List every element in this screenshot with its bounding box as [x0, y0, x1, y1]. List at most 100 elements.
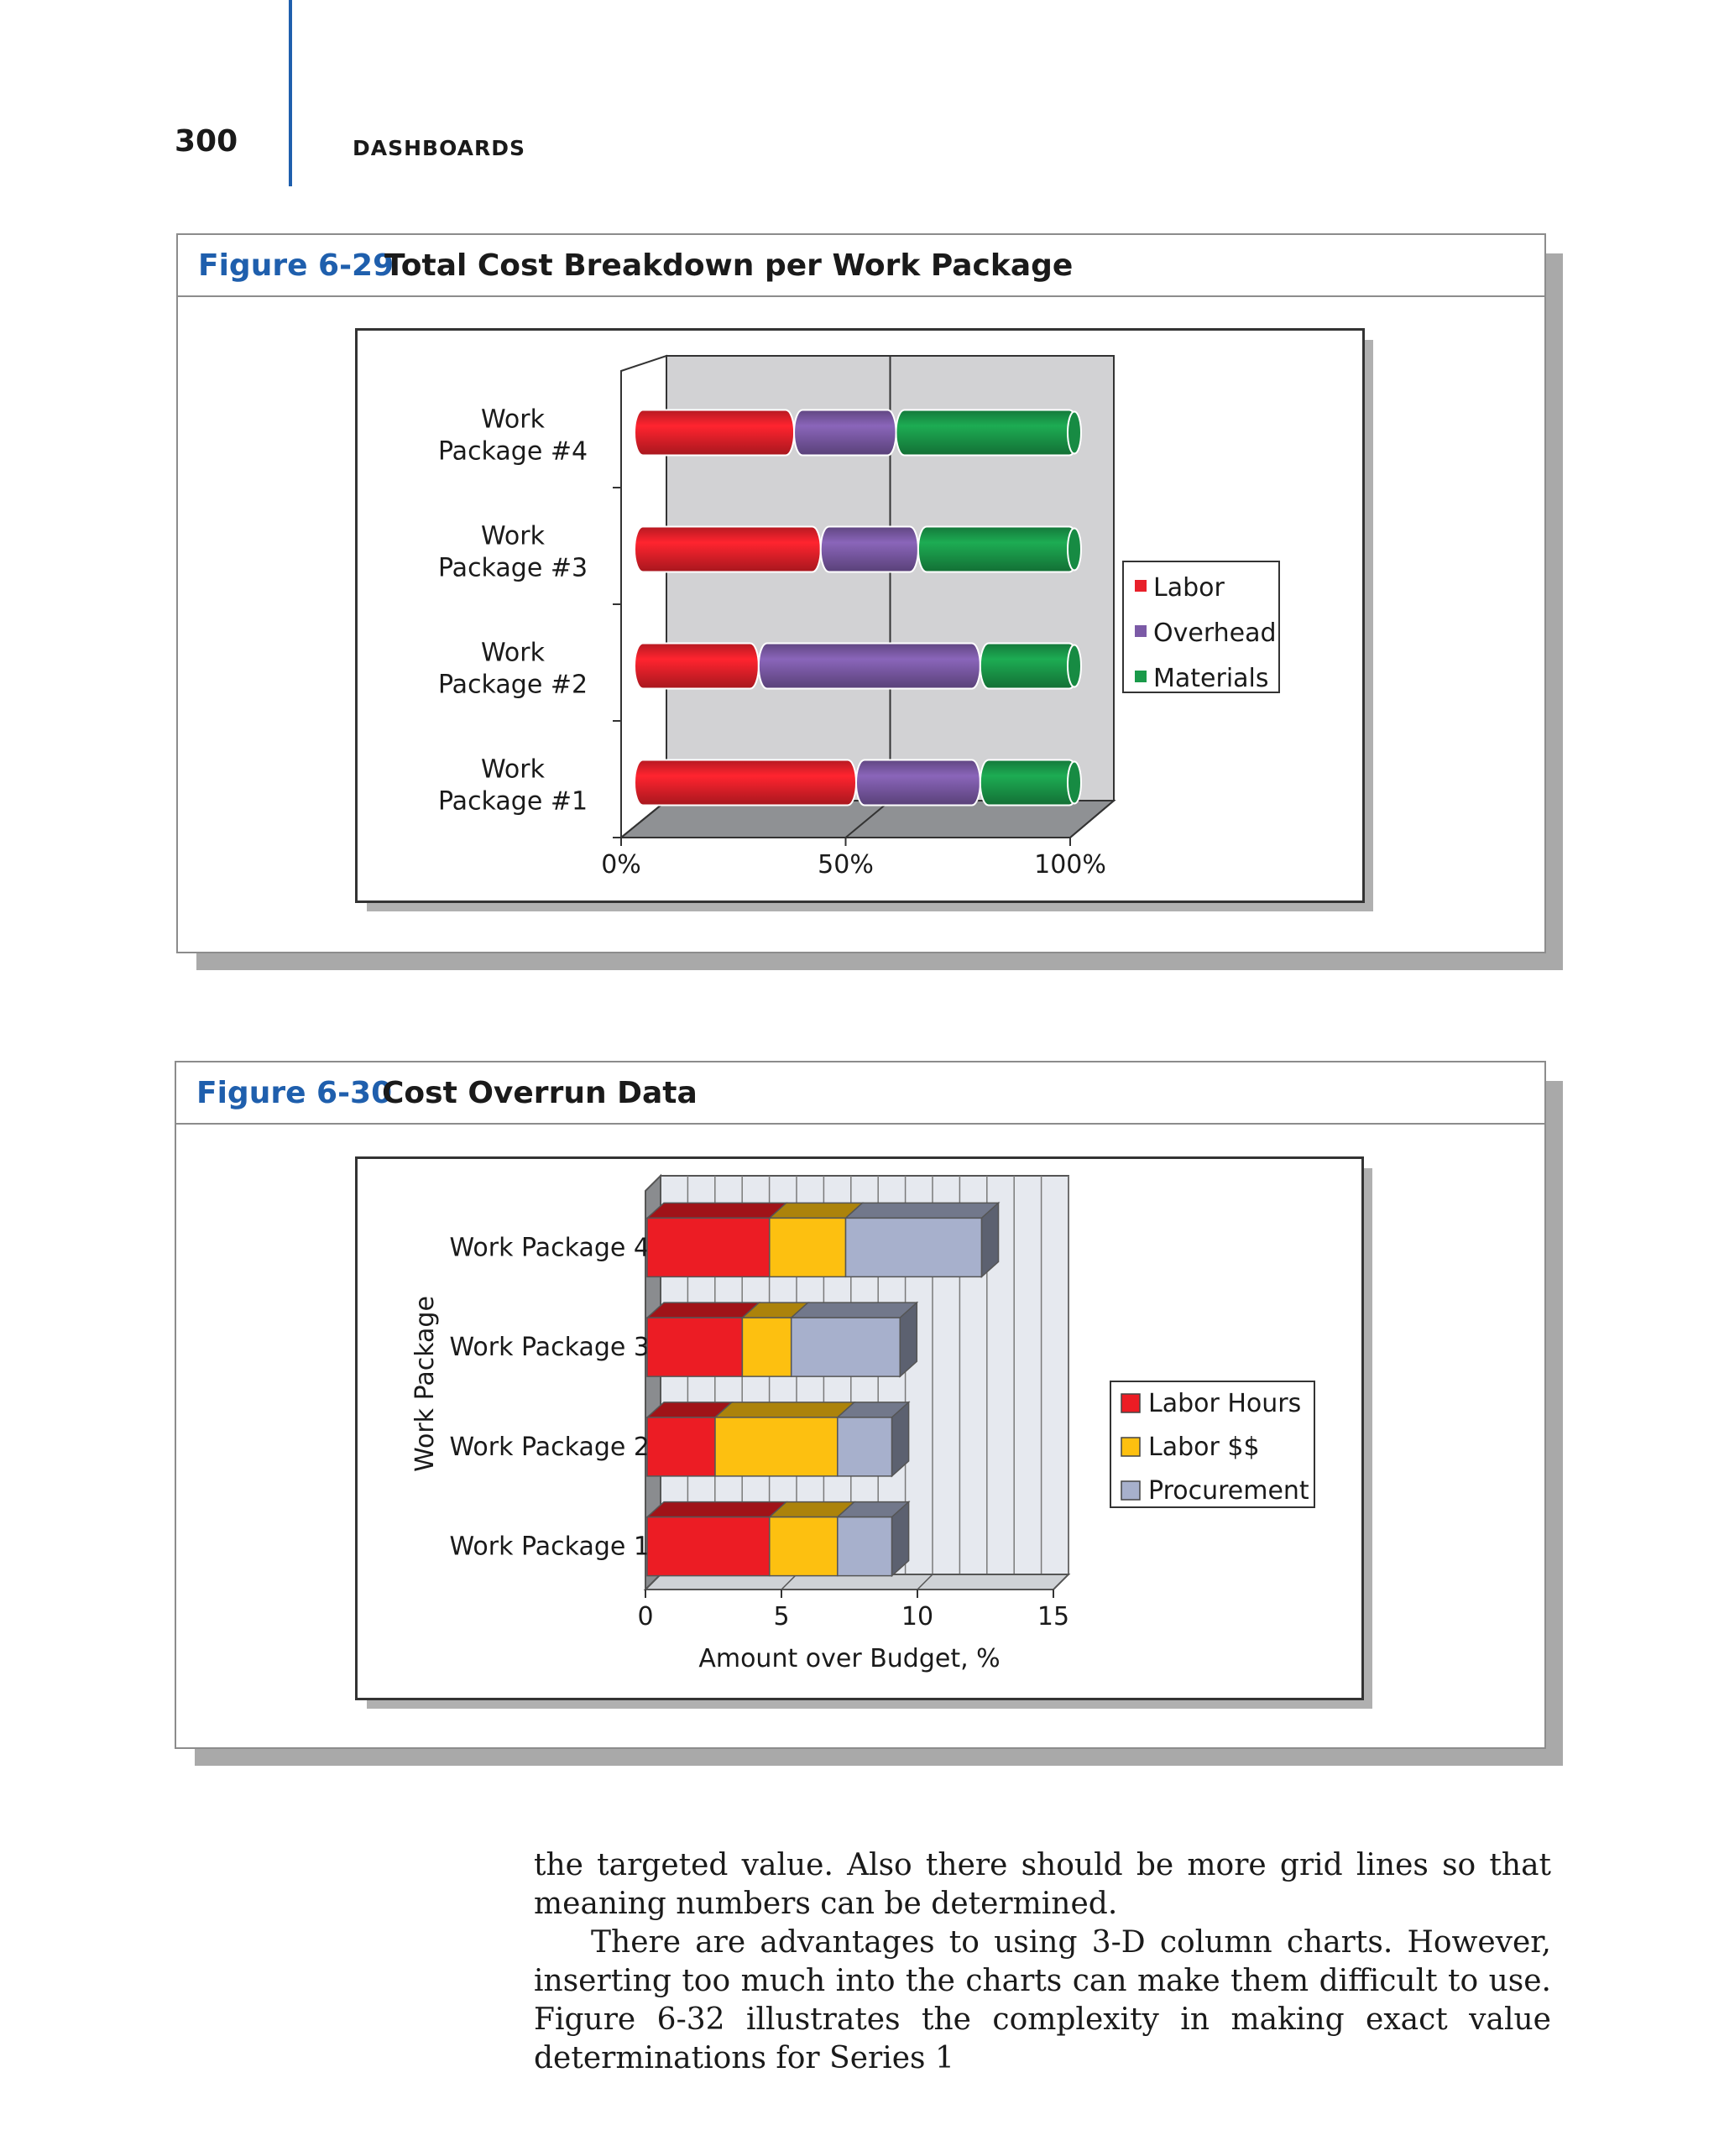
- chart1-category-label-line2: Package #2: [438, 671, 588, 700]
- figure-6-29-box: Figure 6-29 Total Cost Breakdown per Wor…: [176, 233, 1546, 953]
- legend-label-materials: Materials: [1153, 664, 1269, 693]
- chart-frame-1: 0% 50% 100% Work Package #1 Work Package #2 Wor…: [355, 328, 1365, 903]
- chart1-category-label-line1: Work: [481, 755, 546, 785]
- chart2-x-axis-title: Amount over Budget, %: [698, 1644, 1000, 1673]
- bar-labor-hours-work-package-3: [646, 1317, 744, 1377]
- bar-materials-work-package-1: [979, 759, 1079, 807]
- bar-overhead-work-package-3: [819, 525, 919, 573]
- bar-labor-work-package-2: [714, 1417, 839, 1477]
- header-rule: [289, 0, 292, 186]
- bar-procurement-work-package-2: [837, 1417, 893, 1477]
- bar-labor-work-package-4: [769, 1217, 847, 1278]
- legend-swatch-labor: [1135, 580, 1147, 592]
- cost-overrun-chart: 0 5 10 15 Amount over Budget, % Work Package W…: [410, 1173, 1315, 1673]
- bar-overhead-work-package-1: [855, 759, 981, 807]
- chart2-legend: Labor Hours Labor $$ Procurement: [1110, 1381, 1315, 1508]
- legend-label-labor-hours: Labor Hours: [1148, 1389, 1301, 1418]
- chart2-floor-gridline: [781, 1574, 797, 1590]
- chart1-floor-gridline: [844, 800, 891, 838]
- bar-side-work-package-2: [891, 1401, 910, 1478]
- bar-labor-hours-work-package-1: [646, 1516, 771, 1577]
- chart2-floor: [643, 1574, 1071, 1590]
- bar-end-cap: [1067, 410, 1082, 455]
- bar-labor-work-package-4: [634, 409, 796, 457]
- legend-label-labor: Labor $$: [1148, 1433, 1260, 1462]
- chart1-category-label-line1: Work: [481, 639, 546, 668]
- chart1-legend-box: [1122, 561, 1280, 693]
- bar-labor-work-package-3: [741, 1317, 792, 1377]
- figure-6-30-header: Figure 6-30 Cost Overrun Data: [176, 1062, 1544, 1125]
- chart1-x-tick-label: 50%: [818, 850, 874, 880]
- bar-labor-work-package-3: [634, 525, 822, 573]
- bar-side-work-package-3: [899, 1301, 918, 1378]
- chart1-category-label-line1: Work: [481, 405, 546, 435]
- chart1-category-label-line2: Package #3: [438, 554, 588, 583]
- bar-top-procurement-work-package-3: [789, 1302, 919, 1318]
- bar-overhead-work-package-4: [793, 409, 897, 457]
- chart1-x-tick-label: 100%: [1034, 850, 1106, 880]
- chart1-legend: Labor Overhead Materials: [1122, 561, 1280, 693]
- chart1-floor-gridline: [620, 800, 667, 838]
- chart2-floor-gridline: [645, 1574, 661, 1590]
- bar-procurement-work-package-4: [844, 1217, 983, 1278]
- bar-side-work-package-1: [891, 1500, 910, 1578]
- figure-6-30-box: Figure 6-30 Cost Overrun Data 0 5 10 15 Amou…: [175, 1061, 1546, 1749]
- bar-top-labor-hours-work-package-4: [645, 1202, 788, 1219]
- chart1-category-label-line1: Work: [481, 522, 546, 551]
- body-paragraph-2: There are advantages to using 3-D column…: [534, 1925, 1551, 2075]
- bar-procurement-work-package-3: [790, 1317, 901, 1377]
- body-paragraph-1: the targeted value. Also there should be…: [534, 1848, 1551, 1921]
- chart2-category-label: Work Package 3: [450, 1333, 650, 1362]
- chart1-category-label-line2: Package #1: [438, 787, 588, 817]
- figure-6-30-number: Figure 6-30: [196, 1076, 393, 1110]
- chart1-category-label-line2: Package #4: [438, 437, 588, 467]
- legend-swatch-procurement: [1121, 1480, 1141, 1501]
- chart2-x-tick-label: 5: [773, 1602, 789, 1631]
- bar-top-labor-hours-work-package-3: [645, 1302, 761, 1318]
- legend-swatch-materials: [1135, 671, 1147, 682]
- legend-label-overhead: Overhead: [1153, 619, 1277, 648]
- bar-labor-work-package-1: [634, 759, 857, 807]
- chart2-category-label: Work Package 2: [450, 1433, 650, 1462]
- bar-top-labor-work-package-2: [713, 1402, 856, 1418]
- figure-6-29-header: Figure 6-29 Total Cost Breakdown per Wor…: [178, 235, 1544, 297]
- bar-top-labor-hours-work-package-1: [645, 1501, 788, 1518]
- chart2-floor-gridline: [917, 1574, 933, 1590]
- bar-labor-hours-work-package-2: [646, 1417, 716, 1477]
- figure-6-30-title: Cost Overrun Data: [382, 1076, 698, 1110]
- chart2-y-axis-title: Work Package: [410, 1296, 440, 1472]
- bar-end-cap: [1067, 644, 1082, 688]
- page-number: 300: [175, 124, 238, 159]
- bar-labor-work-package-1: [769, 1516, 839, 1577]
- legend-swatch-overhead: [1135, 625, 1147, 637]
- bar-materials-work-package-2: [979, 642, 1079, 690]
- chart-frame-2: 0 5 10 15 Amount over Budget, % Work Package W…: [355, 1156, 1364, 1700]
- chart2-legend-box: [1110, 1381, 1315, 1508]
- bar-labor-hours-work-package-4: [646, 1217, 771, 1278]
- legend-swatch-labor-hours: [1121, 1393, 1141, 1413]
- bar-top-procurement-work-package-4: [844, 1202, 1001, 1219]
- chart2-floor-gridline: [1053, 1574, 1069, 1590]
- bar-labor-work-package-2: [634, 642, 760, 690]
- chart1-floor-gridline: [1069, 800, 1115, 838]
- bar-procurement-work-package-1: [837, 1516, 893, 1577]
- chart2-x-tick-label: 15: [1037, 1602, 1069, 1631]
- running-head: DASHBOARDS: [353, 136, 526, 160]
- chart2-x-tick-label: 10: [901, 1602, 933, 1631]
- legend-label-procurement: Procurement: [1148, 1476, 1309, 1506]
- legend-label-labor: Labor: [1153, 573, 1225, 603]
- chart2-x-tick-label: 0: [637, 1602, 653, 1631]
- bar-end-cap: [1067, 527, 1082, 572]
- bar-side-work-package-4: [980, 1201, 1000, 1279]
- figure-6-29-title: Total Cost Breakdown per Work Package: [384, 248, 1074, 283]
- chart1-x-tick-label: 0%: [601, 850, 641, 880]
- bar-overhead-work-package-2: [757, 642, 981, 690]
- legend-swatch-labor: [1121, 1437, 1141, 1457]
- figure-6-29-number: Figure 6-29: [198, 248, 394, 283]
- bar-materials-work-package-4: [895, 409, 1079, 457]
- chart2-category-label: Work Package 1: [450, 1532, 650, 1562]
- body-text: the targeted value. Also there should be…: [534, 1846, 1551, 2078]
- chart2-category-label: Work Package 4: [450, 1233, 650, 1262]
- bar-end-cap: [1067, 760, 1082, 805]
